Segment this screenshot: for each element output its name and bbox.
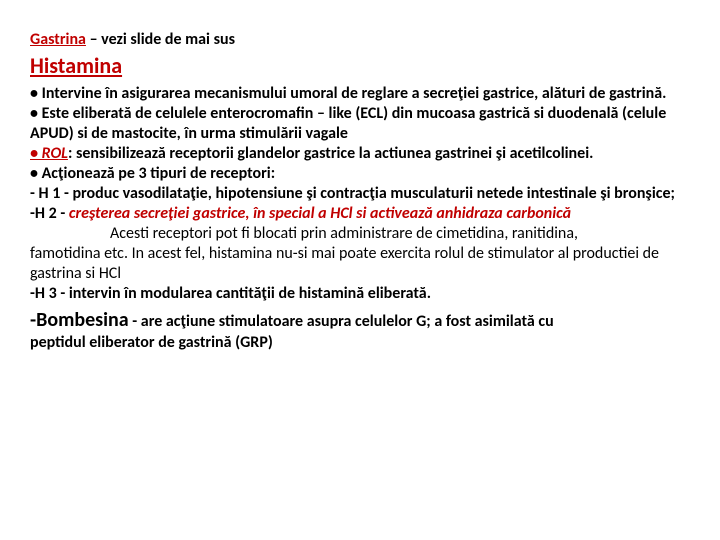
- bombesina-rest2: peptidul eliberator de gastrină (GRP): [30, 333, 690, 353]
- bombesina-block: -Bombesina - are acţiune stimulatoare as…: [30, 308, 690, 353]
- bombesina-label: -Bombesina: [30, 308, 129, 332]
- gastrina-word: Gastrina: [30, 30, 86, 49]
- h2-line: -H 2 - creşterea secreţiei gastrice, în …: [30, 204, 690, 224]
- h2-prefix: -H 2 -: [30, 204, 69, 223]
- bombesina-rest1: - are acţiune stimulatoare asupra celule…: [129, 312, 554, 331]
- title-histamina: Histamina: [30, 52, 690, 80]
- h3-line: -H 3 - intervin în modularea cantităţii …: [30, 284, 690, 304]
- h2-note-1: Acesti receptori pot fi blocati prin adm…: [30, 224, 690, 244]
- h1-line: - H 1 - produc vasodilataţie, hipotensiu…: [30, 184, 690, 204]
- h2-note-2: famotidina etc. In acest fel, histamina …: [30, 244, 690, 284]
- h2-red: creşterea secreţiei gastrice, în special…: [69, 204, 571, 223]
- body-text: • Intervine în asigurarea mecanismului u…: [30, 84, 690, 304]
- bullet-1: • Intervine în asigurarea mecanismului u…: [30, 84, 690, 104]
- gastrina-rest: – vezi slide de mai sus: [86, 30, 235, 49]
- rol-label: • ROL: [30, 144, 68, 163]
- title-gastrina: Gastrina – vezi slide de mai sus: [30, 30, 690, 50]
- bullet-3: • ROL: sensibilizează receptorii glandel…: [30, 144, 690, 164]
- bullet-2: • Este eliberată de celulele enterocroma…: [30, 104, 690, 144]
- bullet-4: • Acţionează pe 3 tipuri de receptori:: [30, 164, 690, 184]
- rol-rest: : sensibilizează receptorii glandelor ga…: [68, 144, 593, 163]
